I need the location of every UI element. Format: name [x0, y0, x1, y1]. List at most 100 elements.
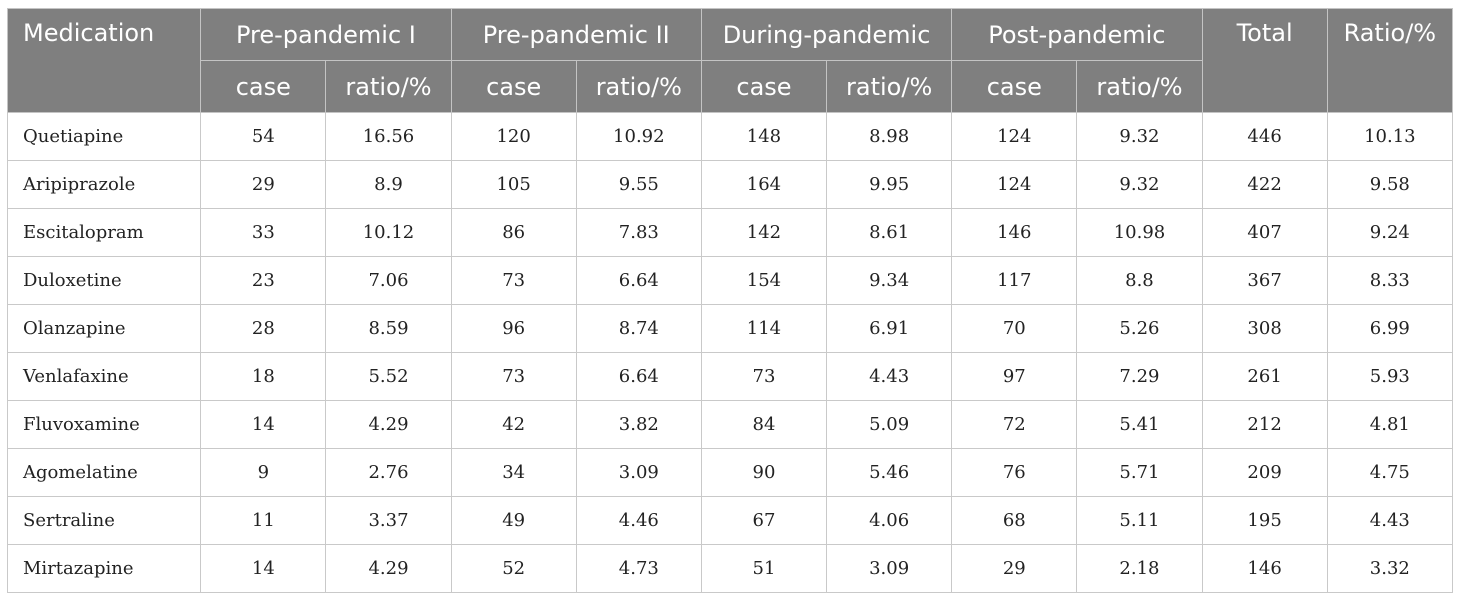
ratio-cell: 8.33	[1326, 256, 1454, 305]
pre1-case: 29	[200, 160, 327, 209]
subheader-case: case	[200, 60, 327, 113]
post-ratio: 5.26	[1076, 304, 1203, 353]
pre2-ratio: 4.73	[575, 544, 702, 593]
post-ratio: 9.32	[1076, 112, 1203, 161]
pre1-case: 23	[200, 256, 327, 305]
during-ratio: 6.91	[826, 304, 953, 353]
table-row: Venlafaxine 18 5.52 73 6.64 73 4.43 97 7.29 261 5.…	[6, 352, 1454, 401]
during-case: 90	[700, 448, 828, 497]
during-ratio: 9.95	[826, 160, 953, 209]
total-cell: 146	[1201, 544, 1328, 593]
total-cell: 261	[1201, 352, 1328, 401]
medication-table: Medication Pre-pandemic I Pre-pandemic I…	[6, 8, 1454, 593]
total-cell: 367	[1201, 256, 1328, 305]
table-row: Aripiprazole 29 8.9 105 9.55 164 9.95 124 9.32 42…	[6, 160, 1454, 209]
pre2-case: 96	[450, 304, 577, 353]
total-cell: 308	[1201, 304, 1328, 353]
table-row: Olanzapine 28 8.59 96 8.74 114 6.91 70 5.26 308 6.…	[6, 304, 1454, 353]
ratio-cell: 10.13	[1326, 112, 1454, 161]
table-row: Quetiapine 54 16.56 120 10.92 148 8.98 124 9.32 4…	[6, 112, 1454, 161]
table-row: Mirtazapine 14 4.29 52 4.73 51 3.09 29 2.18 146 3.…	[6, 544, 1454, 593]
medication-name: Duloxetine	[6, 256, 202, 305]
total-cell: 195	[1201, 496, 1328, 545]
during-case: 164	[700, 160, 828, 209]
table-row: Escitalopram 33 10.12 86 7.83 142 8.61 146 10.98…	[6, 208, 1454, 257]
during-case: 148	[700, 112, 828, 161]
medication-name: Fluvoxamine	[6, 400, 202, 449]
pre2-case: 86	[450, 208, 577, 257]
post-case: 68	[951, 496, 1078, 545]
during-case: 67	[700, 496, 828, 545]
post-ratio: 5.11	[1076, 496, 1203, 545]
header-period-post-pandemic: Post-pandemic	[951, 8, 1203, 61]
pre1-case: 14	[200, 544, 327, 593]
post-case: 124	[951, 160, 1078, 209]
pre1-ratio: 2.76	[325, 448, 452, 497]
during-case: 154	[700, 256, 828, 305]
ratio-cell: 9.58	[1326, 160, 1454, 209]
subheader-ratio: ratio/%	[1076, 60, 1203, 113]
post-ratio: 7.29	[1076, 352, 1203, 401]
medication-name: Quetiapine	[6, 112, 202, 161]
pre1-ratio: 5.52	[325, 352, 452, 401]
ratio-cell: 6.99	[1326, 304, 1454, 353]
header-total: Total	[1201, 8, 1328, 113]
during-case: 84	[700, 400, 828, 449]
post-case: 117	[951, 256, 1078, 305]
pre1-ratio: 7.06	[325, 256, 452, 305]
post-ratio: 9.32	[1076, 160, 1203, 209]
subheader-case: case	[951, 60, 1078, 113]
subheader-ratio: ratio/%	[575, 60, 702, 113]
post-case: 76	[951, 448, 1078, 497]
pre1-case: 28	[200, 304, 327, 353]
header-period-during-pandemic: During-pandemic	[700, 8, 953, 61]
medication-name: Escitalopram	[6, 208, 202, 257]
ratio-cell: 4.75	[1326, 448, 1454, 497]
pre2-case: 49	[450, 496, 577, 545]
post-case: 70	[951, 304, 1078, 353]
pre1-case: 9	[200, 448, 327, 497]
total-cell: 407	[1201, 208, 1328, 257]
table-row: Fluvoxamine 14 4.29 42 3.82 84 5.09 72 5.41 212 4.…	[6, 400, 1454, 449]
subheader-ratio: ratio/%	[325, 60, 452, 113]
during-case: 51	[700, 544, 828, 593]
during-case: 142	[700, 208, 828, 257]
post-case: 146	[951, 208, 1078, 257]
header-ratio: Ratio/%	[1326, 8, 1454, 113]
pre2-ratio: 3.09	[575, 448, 702, 497]
pre2-ratio: 6.64	[575, 352, 702, 401]
post-ratio: 8.8	[1076, 256, 1203, 305]
ratio-cell: 4.81	[1326, 400, 1454, 449]
header-period-pre-pandemic-1: Pre-pandemic I	[200, 8, 452, 61]
during-ratio: 5.09	[826, 400, 953, 449]
post-case: 29	[951, 544, 1078, 593]
during-ratio: 9.34	[826, 256, 953, 305]
medication-name: Aripiprazole	[6, 160, 202, 209]
subheader-case: case	[450, 60, 577, 113]
pre2-ratio: 10.92	[575, 112, 702, 161]
table-body: Quetiapine 54 16.56 120 10.92 148 8.98 124 9.32 4…	[6, 112, 1454, 593]
post-ratio: 2.18	[1076, 544, 1203, 593]
ratio-cell: 4.43	[1326, 496, 1454, 545]
medication-name: Sertraline	[6, 496, 202, 545]
table-row: Agomelatine 9 2.76 34 3.09 90 5.46 76 5.71 209 4.7…	[6, 448, 1454, 497]
header-medication: Medication	[6, 8, 202, 113]
pre2-case: 34	[450, 448, 577, 497]
pre2-ratio: 6.64	[575, 256, 702, 305]
ratio-cell: 5.93	[1326, 352, 1454, 401]
pre1-ratio: 3.37	[325, 496, 452, 545]
total-cell: 209	[1201, 448, 1328, 497]
post-case: 124	[951, 112, 1078, 161]
pre2-case: 105	[450, 160, 577, 209]
pre1-ratio: 8.9	[325, 160, 452, 209]
post-ratio: 5.41	[1076, 400, 1203, 449]
ratio-cell: 9.24	[1326, 208, 1454, 257]
during-ratio: 3.09	[826, 544, 953, 593]
post-ratio: 10.98	[1076, 208, 1203, 257]
subheader-ratio: ratio/%	[826, 60, 953, 113]
during-ratio: 8.61	[826, 208, 953, 257]
medication-name: Venlafaxine	[6, 352, 202, 401]
during-ratio: 4.43	[826, 352, 953, 401]
pre2-case: 42	[450, 400, 577, 449]
pre1-case: 11	[200, 496, 327, 545]
